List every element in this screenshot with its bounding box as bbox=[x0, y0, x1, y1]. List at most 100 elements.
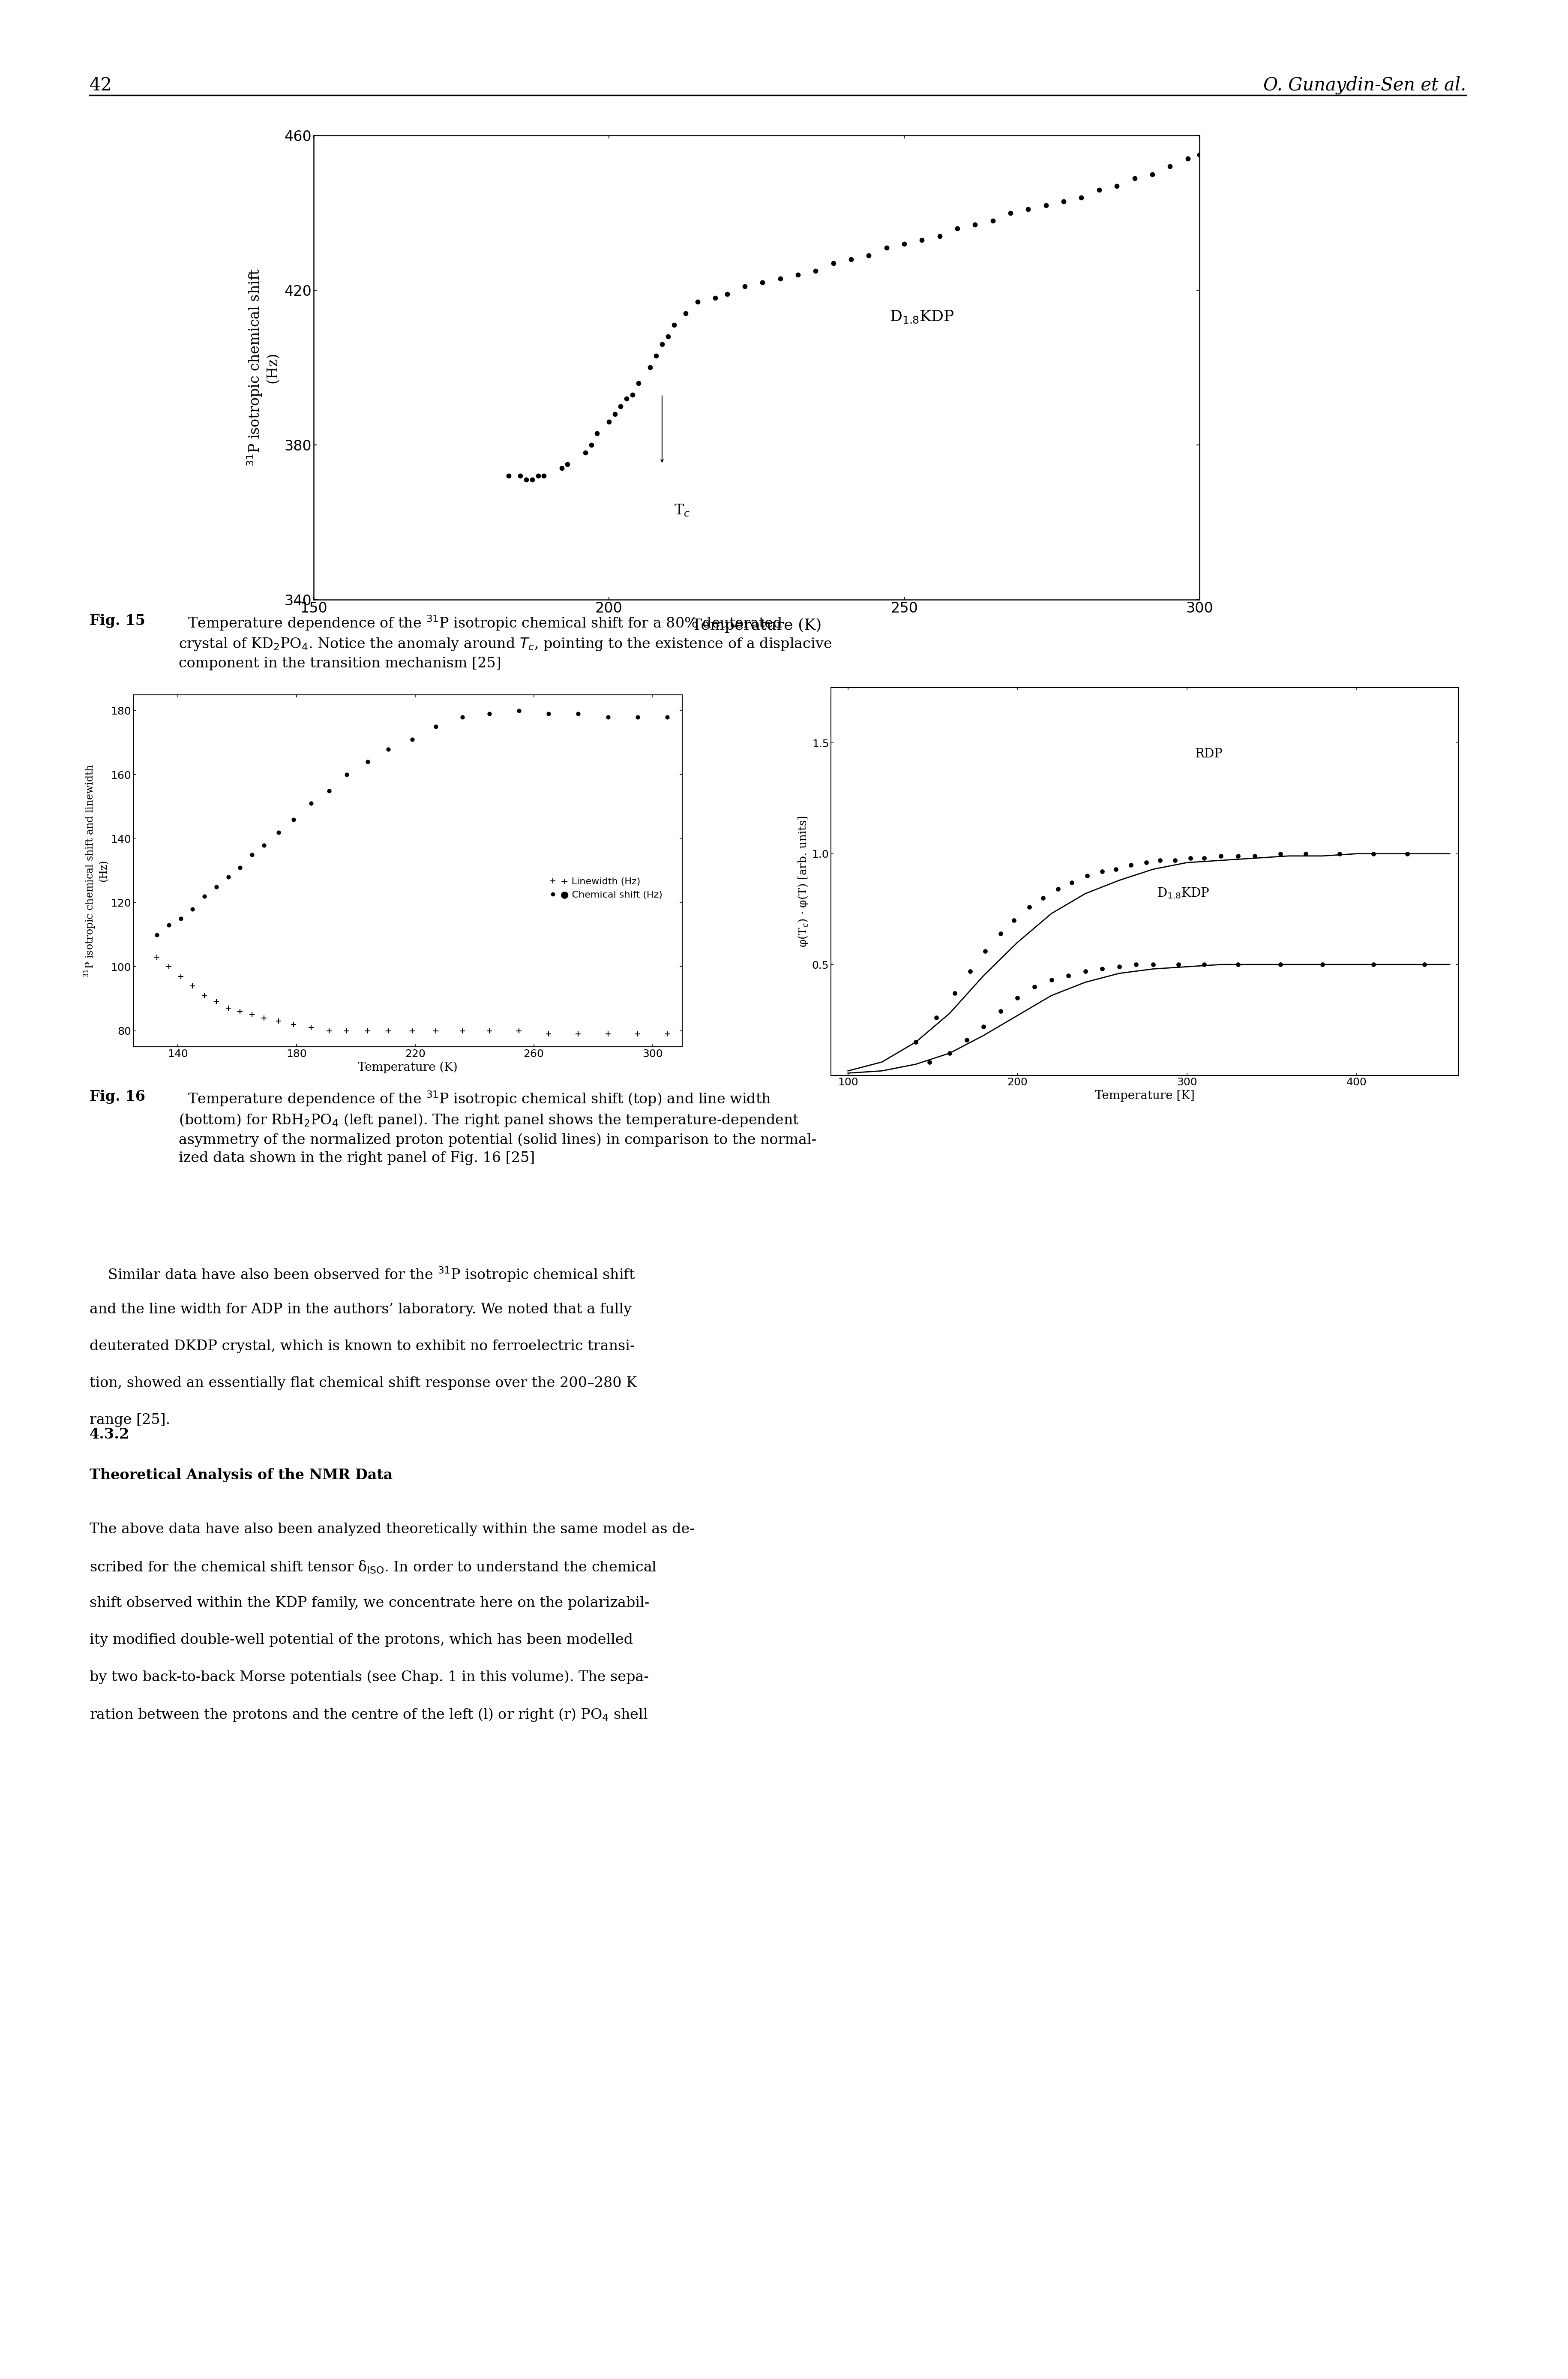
Point bbox=[1361, 835, 1386, 873]
Point bbox=[514, 462, 539, 500]
Point bbox=[927, 216, 952, 255]
Point bbox=[1167, 944, 1192, 983]
Point bbox=[572, 433, 597, 471]
Point bbox=[608, 388, 633, 426]
Point bbox=[1267, 835, 1292, 873]
Y-axis label: $^{31}$P isotropic chemical shift and linewidth
(Hz): $^{31}$P isotropic chemical shift and li… bbox=[83, 764, 108, 978]
Point bbox=[953, 1021, 978, 1059]
Point bbox=[532, 457, 557, 495]
Point bbox=[892, 226, 917, 264]
Text: tion, showed an essentially flat chemical shift response over the 200–280 K: tion, showed an essentially flat chemica… bbox=[89, 1375, 637, 1389]
Point bbox=[602, 395, 627, 433]
Point bbox=[227, 849, 252, 887]
Point bbox=[626, 364, 651, 402]
Point bbox=[873, 228, 898, 266]
Point bbox=[1327, 835, 1352, 873]
Point bbox=[1073, 952, 1098, 990]
Point bbox=[988, 914, 1013, 952]
Point bbox=[1225, 837, 1250, 875]
Point bbox=[1030, 878, 1055, 916]
Point bbox=[555, 445, 580, 483]
Point bbox=[938, 1035, 963, 1073]
Text: range [25].: range [25]. bbox=[89, 1413, 169, 1427]
Text: O. Gunaydin-Sen et al.: O. Gunaydin-Sen et al. bbox=[1264, 76, 1466, 95]
Point bbox=[909, 221, 935, 259]
Point bbox=[1148, 842, 1173, 880]
Point bbox=[820, 245, 845, 283]
Point bbox=[585, 414, 610, 452]
Point bbox=[1087, 171, 1112, 209]
Point bbox=[1411, 944, 1436, 983]
X-axis label: Temperature [K]: Temperature [K] bbox=[1094, 1090, 1195, 1101]
X-axis label: Temperature (K): Temperature (K) bbox=[358, 1061, 458, 1073]
Point bbox=[1051, 183, 1076, 221]
Point bbox=[1090, 949, 1115, 987]
Point bbox=[839, 240, 864, 278]
Point bbox=[1090, 852, 1115, 890]
Point bbox=[1060, 864, 1085, 902]
Point bbox=[1107, 947, 1132, 985]
Point bbox=[1242, 837, 1267, 875]
Point bbox=[240, 835, 265, 873]
Point bbox=[1104, 167, 1129, 205]
Point bbox=[685, 283, 710, 321]
Point bbox=[168, 899, 193, 937]
Point bbox=[1104, 849, 1129, 887]
Text: ration between the protons and the centre of the left (l) or right (r) PO$_4$ sh: ration between the protons and the centr… bbox=[89, 1708, 648, 1722]
Point bbox=[1074, 856, 1099, 895]
Point bbox=[1040, 961, 1065, 999]
Point bbox=[972, 933, 997, 971]
Point bbox=[638, 350, 663, 388]
Text: 4.3.2: 4.3.2 bbox=[89, 1427, 129, 1442]
Point bbox=[942, 975, 967, 1013]
Text: Temperature dependence of the $^{31}$P isotropic chemical shift for a 80% deuter: Temperature dependence of the $^{31}$P i… bbox=[179, 614, 833, 671]
Point bbox=[1225, 944, 1250, 983]
Point bbox=[1033, 186, 1058, 224]
Point bbox=[1002, 902, 1027, 940]
Point bbox=[732, 266, 757, 305]
Point bbox=[1157, 147, 1182, 186]
Legend: + Linewidth (Hz), ● Chemical shift (Hz): + Linewidth (Hz), ● Chemical shift (Hz) bbox=[546, 873, 666, 904]
Y-axis label: φ(T$_c$) · φ(T) [arb. units]: φ(T$_c$) · φ(T) [arb. units] bbox=[797, 816, 809, 947]
Text: Fig. 16: Fig. 16 bbox=[89, 1090, 146, 1104]
Text: D$_{1.8}$KDP: D$_{1.8}$KDP bbox=[1157, 887, 1209, 899]
Text: Fig. 15: Fig. 15 bbox=[89, 614, 146, 628]
Point bbox=[1162, 842, 1187, 880]
Point bbox=[1174, 140, 1200, 178]
Point bbox=[662, 307, 687, 345]
Text: RDP: RDP bbox=[1195, 747, 1223, 759]
Point bbox=[980, 202, 1005, 240]
Point bbox=[216, 859, 241, 897]
Point bbox=[673, 295, 698, 333]
Point bbox=[400, 721, 425, 759]
Point bbox=[579, 426, 604, 464]
Point bbox=[1055, 956, 1080, 994]
Point bbox=[1294, 835, 1319, 873]
Text: Temperature dependence of the $^{31}$P isotropic chemical shift (top) and line w: Temperature dependence of the $^{31}$P i… bbox=[179, 1090, 817, 1166]
Point bbox=[180, 890, 205, 928]
Point bbox=[317, 771, 342, 809]
Point bbox=[997, 193, 1022, 231]
Point bbox=[376, 730, 401, 768]
Point bbox=[924, 999, 949, 1037]
Point bbox=[596, 697, 621, 735]
Point bbox=[615, 378, 640, 419]
Point bbox=[1124, 944, 1149, 983]
Point bbox=[1118, 847, 1143, 885]
Point bbox=[267, 814, 292, 852]
Point bbox=[958, 952, 983, 990]
Point bbox=[1178, 840, 1203, 878]
Point bbox=[144, 916, 169, 954]
Text: Similar data have also been observed for the $^{31}$P isotropic chemical shift: Similar data have also been observed for… bbox=[89, 1266, 635, 1285]
Point bbox=[655, 316, 681, 354]
Text: T$_c$: T$_c$ bbox=[674, 502, 690, 519]
Text: Theoretical Analysis of the NMR Data: Theoretical Analysis of the NMR Data bbox=[89, 1468, 392, 1482]
Point bbox=[566, 695, 591, 733]
Text: shift observed within the KDP family, we concentrate here on the polarizabil-: shift observed within the KDP family, we… bbox=[89, 1596, 649, 1611]
Point bbox=[477, 695, 502, 733]
Point bbox=[1396, 835, 1421, 873]
Text: D$_{1.8}$KDP: D$_{1.8}$KDP bbox=[889, 309, 953, 324]
Point bbox=[917, 1042, 942, 1080]
Point bbox=[963, 205, 988, 243]
Point bbox=[157, 906, 182, 944]
